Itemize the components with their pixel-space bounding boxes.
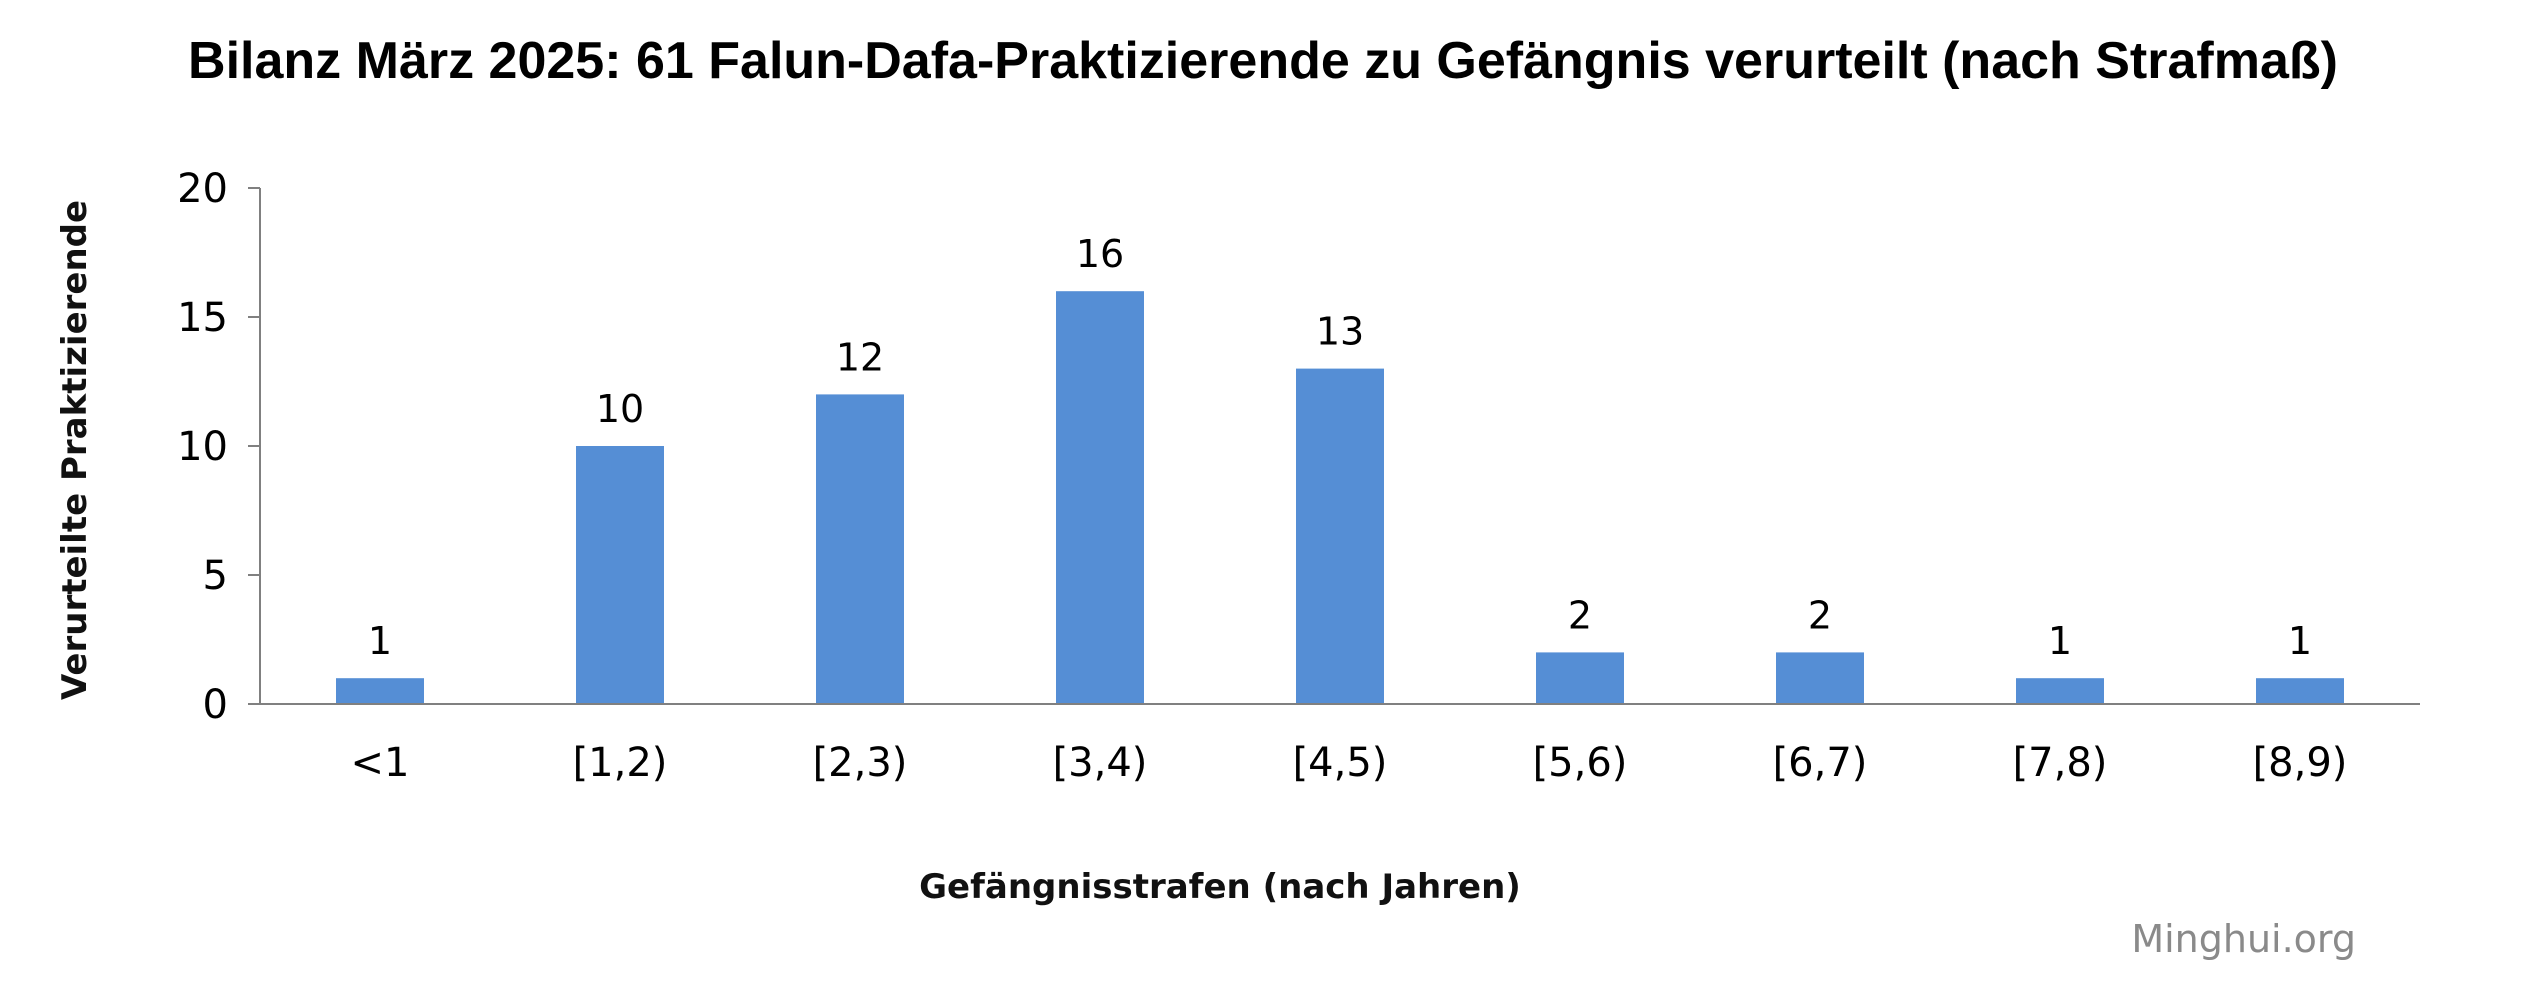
y-tick-label: 0 <box>203 682 228 728</box>
y-tick-label: 5 <box>203 553 228 599</box>
bar <box>576 446 664 704</box>
x-tick-label: [4,5) <box>1293 740 1388 786</box>
x-axis-ticks: <1 [1,2) [2,3) [3,4) [4,5) [5,6) [6,7) [7,8) [8,… <box>351 740 2348 786</box>
x-tick-label: [7,8) <box>2013 740 2108 786</box>
x-tick-label: [8,9) <box>2253 740 2348 786</box>
chart-title: Bilanz März 2025: 61 Falun-Dafa-Praktizi… <box>188 32 2338 90</box>
bar <box>816 394 904 704</box>
y-tick-label: 10 <box>177 424 228 470</box>
bar-value-label: 12 <box>836 335 884 379</box>
x-tick-label: [2,3) <box>813 740 908 786</box>
y-axis-label: Verurteilte Praktizierende <box>55 200 95 700</box>
bars <box>336 291 2344 704</box>
bar-value-label: 2 <box>1808 593 1832 637</box>
bar-value-label: 1 <box>2048 619 2072 663</box>
x-axis-label: Gefängnisstrafen (nach Jahren) <box>919 867 1521 907</box>
bar-value-label: 16 <box>1076 232 1124 276</box>
watermark: Minghui.org <box>2131 917 2356 961</box>
bar <box>1056 291 1144 704</box>
bar-value-label: 10 <box>596 387 644 431</box>
y-axis-ticks: 0 5 10 15 20 <box>177 166 260 728</box>
data-labels: 1 10 12 16 13 2 2 1 1 <box>368 232 2312 663</box>
bar-value-label: 1 <box>2288 619 2312 663</box>
bar <box>336 678 424 704</box>
bar-value-label: 2 <box>1568 593 1592 637</box>
y-tick-label: 20 <box>177 166 228 212</box>
y-tick-label: 15 <box>177 295 228 341</box>
x-tick-label: [1,2) <box>573 740 668 786</box>
x-tick-label: [6,7) <box>1773 740 1868 786</box>
x-tick-label: [5,6) <box>1533 740 1628 786</box>
bar-value-label: 1 <box>368 619 392 663</box>
bar <box>2016 678 2104 704</box>
bar <box>1536 652 1624 704</box>
bar <box>2256 678 2344 704</box>
x-tick-label: [3,4) <box>1053 740 1148 786</box>
bar <box>1296 368 1384 704</box>
bar-value-label: 13 <box>1316 310 1364 354</box>
bar <box>1776 652 1864 704</box>
x-tick-label: <1 <box>351 740 410 786</box>
